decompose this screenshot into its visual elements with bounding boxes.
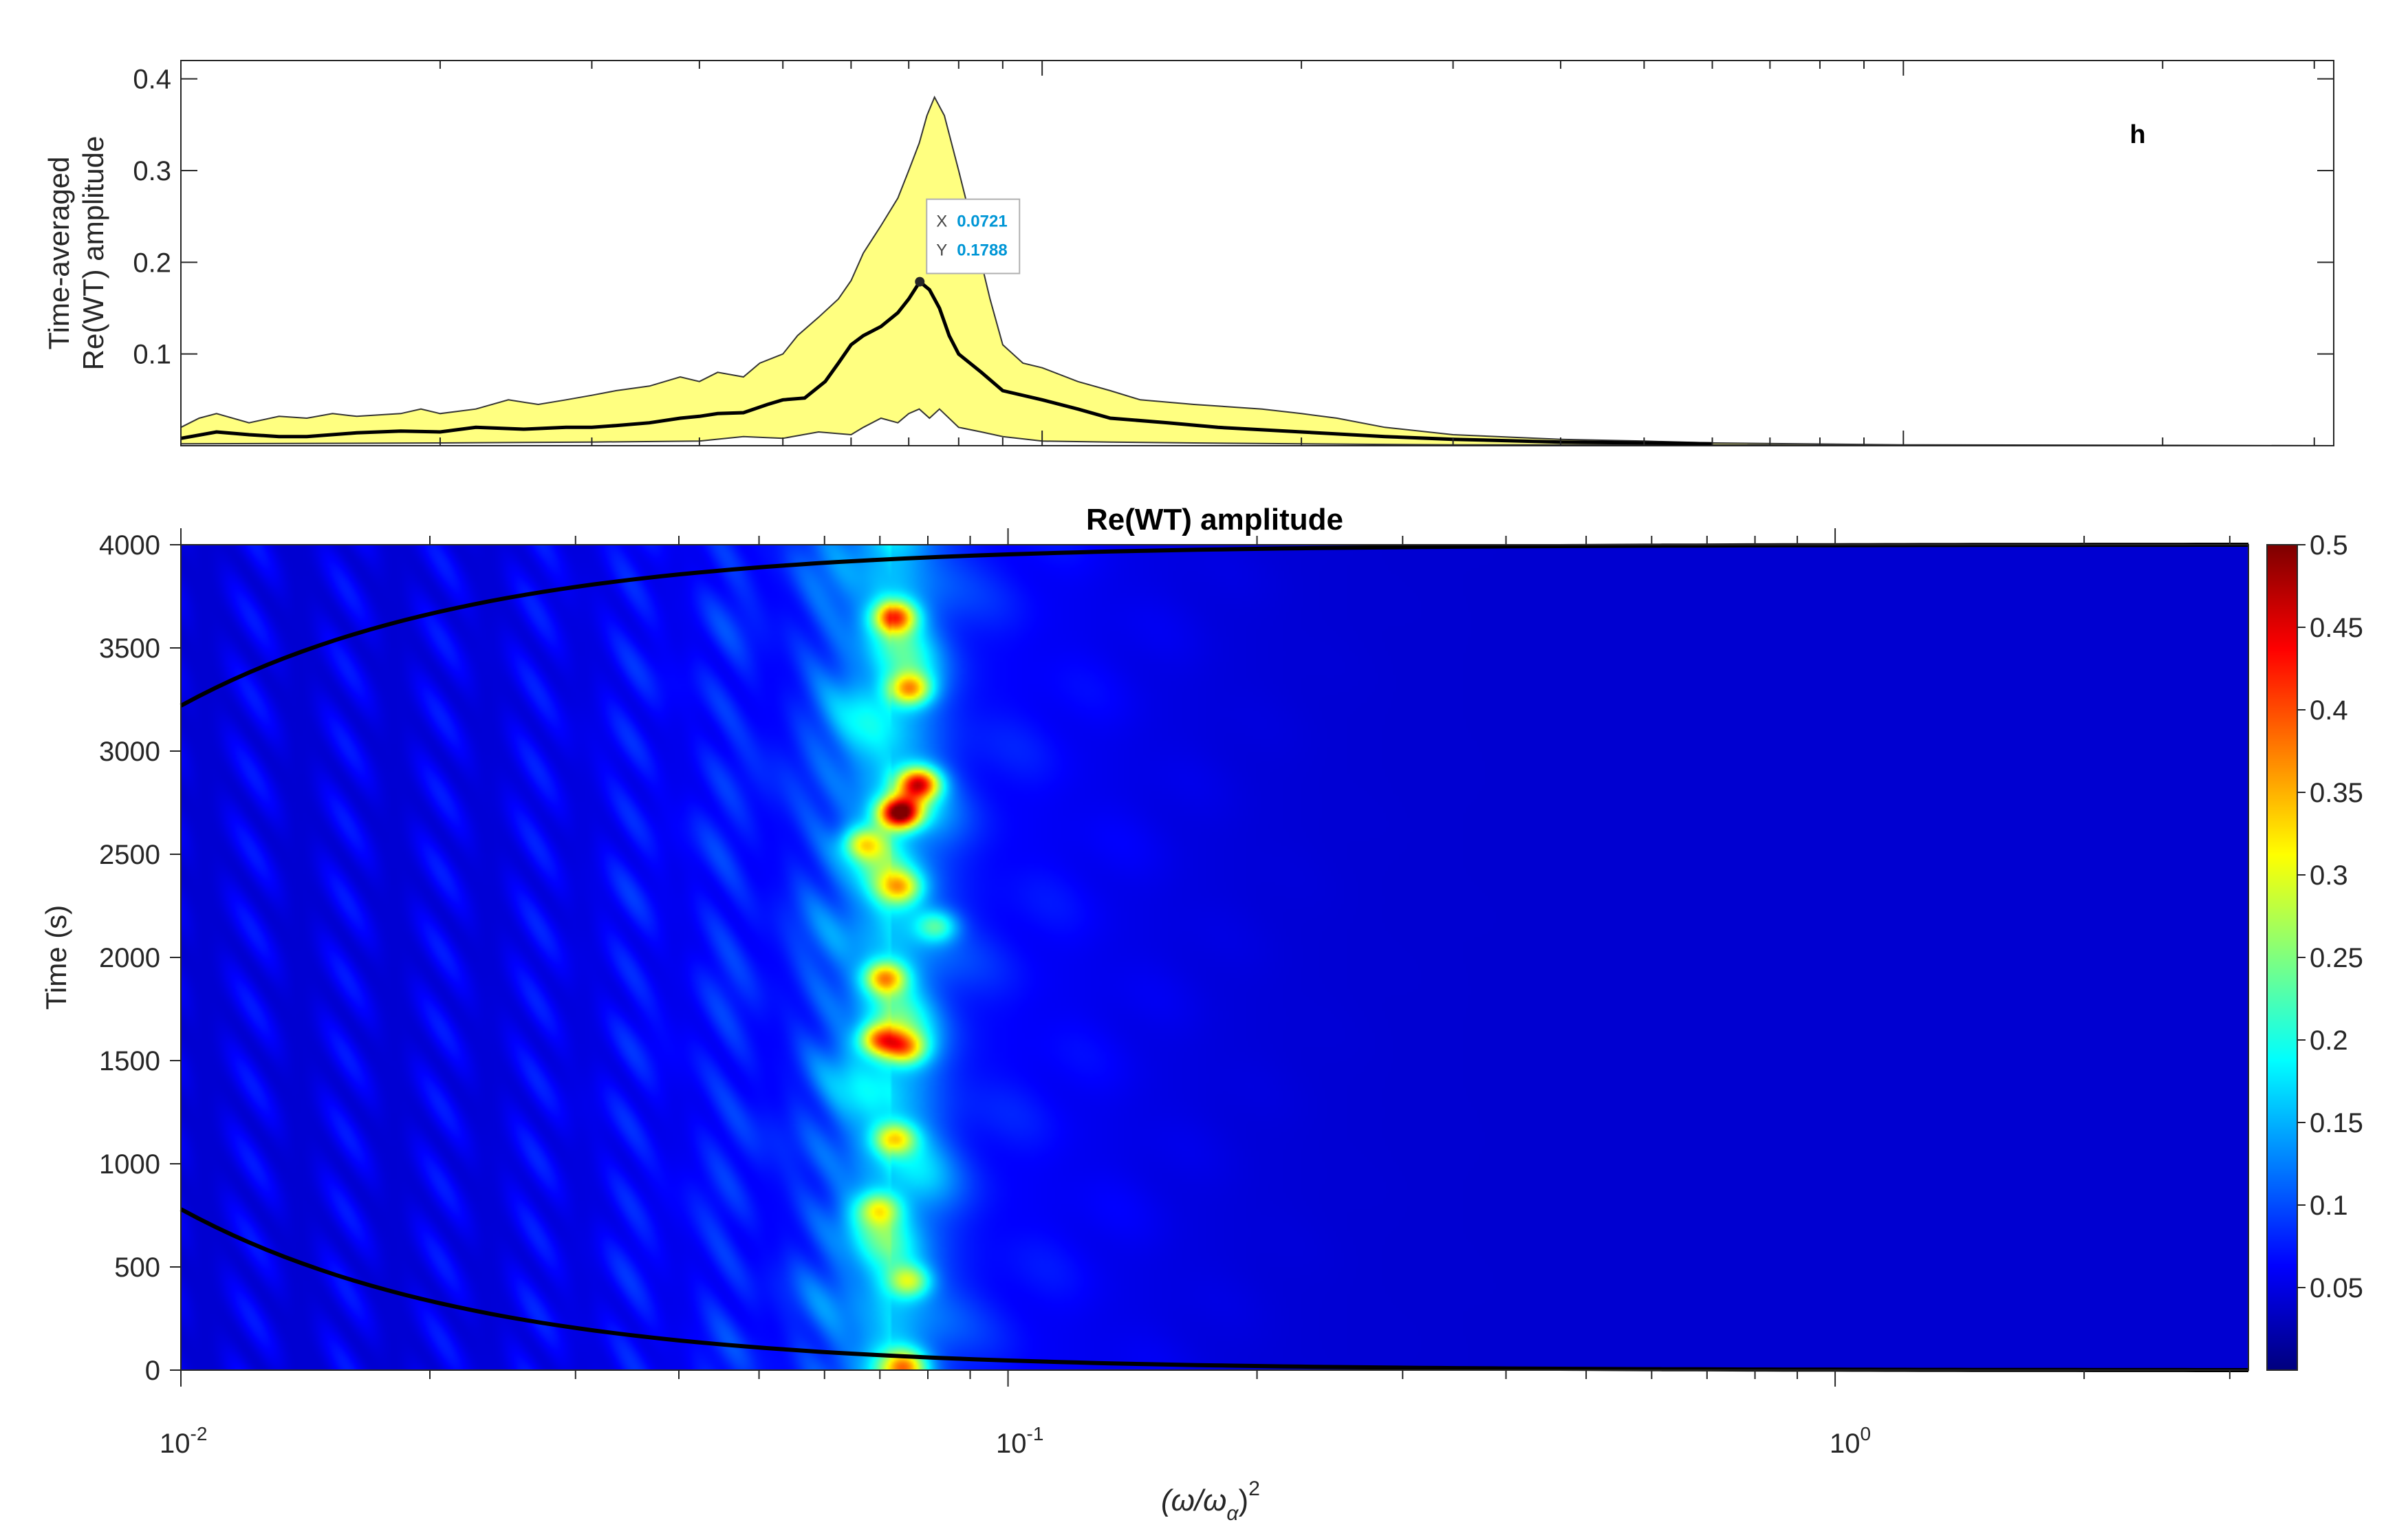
bottom-y-ticks: 0 500 1000 1500 2000 2500 3000 3500 4000 <box>99 530 181 1386</box>
colorbar-ticks: 0.05 0.1 0.15 0.2 0.25 0.3 0.35 0.4 0.45 0.5 <box>2297 530 2363 1303</box>
bottom-ytick-label: 0 <box>145 1356 160 1386</box>
bottom-ytick-label: 500 <box>114 1252 160 1283</box>
colorbar-tick-label: 0.15 <box>2310 1108 2363 1138</box>
datatip-x-value: 0.0721 <box>957 213 1007 231</box>
top-axes-box <box>180 60 2334 446</box>
datatip-marker[interactable] <box>915 276 925 287</box>
colorbar-tick-label: 0.2 <box>2310 1026 2348 1056</box>
colorbar-tick-label: 0.1 <box>2310 1191 2348 1221</box>
top-ytick-label: 0.1 <box>133 340 171 370</box>
amplitude-band-area <box>180 95 2334 446</box>
bottom-ytick-label: 4000 <box>99 530 160 561</box>
colorbar-tick-label: 0.05 <box>2310 1273 2363 1303</box>
bottom-ytick-label: 3500 <box>99 633 160 664</box>
coi-lower-curve <box>180 1207 2248 1372</box>
top-ytick-label: 0.4 <box>133 65 171 95</box>
top-ytick-label: 0.2 <box>133 248 171 278</box>
bottom-ytick-label: 1500 <box>99 1046 160 1076</box>
spectrogram-title: Re(WT) amplitude <box>1086 503 1343 536</box>
colorbar-tick-label: 0.45 <box>2310 613 2363 643</box>
top-ytick-label: 0.3 <box>133 156 171 186</box>
bottom-ytick-label: 1000 <box>99 1149 160 1180</box>
colorbar-box <box>2266 544 2298 1371</box>
top-x-ticks <box>180 61 2315 446</box>
datatip-box <box>926 198 1021 274</box>
bottom-ylabel: Time (s) <box>40 905 72 1010</box>
colorbar-gradient <box>2267 545 2297 1370</box>
bottom-ytick-label: 2000 <box>99 943 160 973</box>
coi-upper-curve <box>180 543 2248 708</box>
bottom-axes-box <box>180 544 2249 1371</box>
colorbar-tick-label: 0.5 <box>2310 530 2348 561</box>
datatip[interactable]: X 0.0721 Y 0.1788 <box>915 198 1021 287</box>
colorbar-tick-label: 0.4 <box>2310 695 2348 726</box>
xtick-label-1e0: 100 <box>1830 1423 1871 1459</box>
colorbar-tick-label: 0.35 <box>2310 778 2363 808</box>
top-y-ticks: 0.1 0.2 0.3 0.4 <box>133 65 2334 370</box>
top-plot-background <box>181 61 2334 446</box>
xtick-label-1e-2: 10-2 <box>160 1423 207 1459</box>
heatmap-image <box>181 545 2248 1370</box>
colorbar-tick-label: 0.25 <box>2310 943 2363 973</box>
top-ylabel-line-1: Time-averaged <box>43 157 75 350</box>
mean-amplitude-line <box>180 279 1713 446</box>
datatip-x-label: X <box>936 213 947 231</box>
xtick-label-1e-1: 10-1 <box>996 1423 1043 1459</box>
bottom-ytick-label: 2500 <box>99 840 160 870</box>
colorbar-tick-label: 0.3 <box>2310 860 2348 891</box>
top-ylabel-line-2: Re(WT) amplitude <box>77 136 109 371</box>
bottom-ytick-label: 3000 <box>99 737 160 767</box>
colorbar: 0.05 0.1 0.15 0.2 0.25 0.3 0.35 0.4 0.45 0.5 <box>2266 530 2363 1371</box>
datatip-y-value: 0.1788 <box>957 241 1007 260</box>
time-averaged-panel: 0.1 0.2 0.3 0.4 Time-averaged Re(WT) amplit… <box>43 60 2334 446</box>
bottom-xlabel: (ω/ωα)2 <box>1161 1477 1260 1525</box>
spectrogram-panel: Re(WT) amplitude 0 500 1000 1500 2000 2500 300… <box>40 503 2249 1525</box>
bottom-x-ticks <box>180 528 2231 1387</box>
panel-label: h <box>2129 120 2145 149</box>
datatip-y-label: Y <box>936 241 947 260</box>
